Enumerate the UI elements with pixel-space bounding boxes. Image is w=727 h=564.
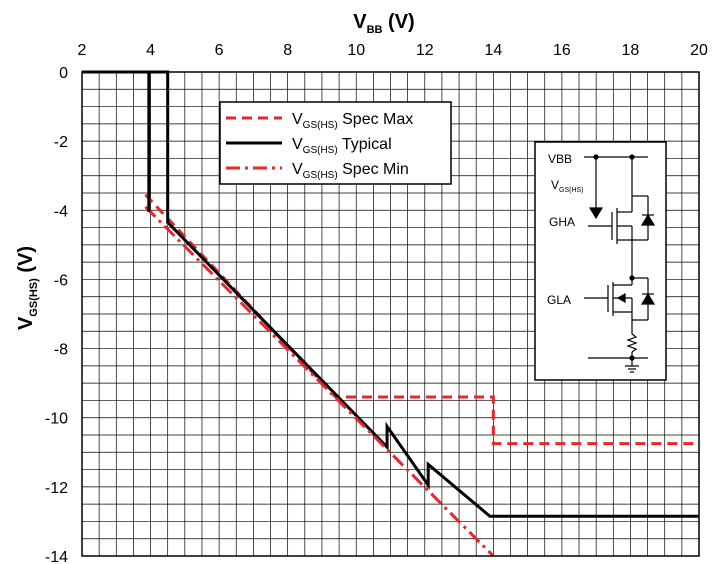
series-line-spec-min [144,205,495,558]
y-tick-label: -4 [54,203,68,220]
y-axis-title-unit: (V) [15,246,37,278]
inset-circuit-drawing [584,154,656,373]
x-tick-labels: 2 4 6 8 10 12 14 16 18 20 [78,42,708,59]
x-tick-label: 14 [484,42,502,59]
y-tick-label: -6 [54,272,68,289]
legend-label-typical: VGS(HS) Typical [292,136,392,156]
y-tick-label: -8 [54,342,68,359]
x-tick-label: 6 [215,42,224,59]
inset-schematic: VBB VGS(HS) GHA GLA [534,141,667,381]
y-axis-title: VGS(HS) (V) [15,246,40,330]
y-axis-title-main: V [15,316,37,330]
x-tick-label: 16 [553,42,571,59]
legend-label-spec-min: VGS(HS) Spec Min [292,161,409,181]
legend: VGS(HS) Spec Max VGS(HS) Typical VGS(HS)… [219,101,452,185]
inset-vgs-label: VGS(HS) [551,178,584,194]
x-tick-label: 12 [416,42,434,59]
x-axis-title-main: V [353,11,367,33]
y-tick-label: 0 [59,65,68,82]
x-tick-label: 4 [146,42,155,59]
y-tick-label: -12 [45,480,68,497]
inset-gha-label: GHA [549,215,575,229]
y-tick-label: -10 [45,411,68,428]
x-tick-label: 10 [347,42,365,59]
plot-frame [81,71,700,557]
x-axis-title-sub: BB [367,24,383,36]
series-line-typical [82,70,699,518]
y-tick-label: -2 [54,134,68,151]
inset-gla-label: GLA [547,293,571,307]
x-tick-label: 8 [283,42,292,59]
series-layer [82,70,699,558]
y-axis-title-sub: GS(HS) [28,278,40,317]
y-tick-label: -14 [45,549,68,564]
legend-label-spec-max: VGS(HS) Spec Max [292,111,413,131]
x-axis-title: VBB (V) [353,11,414,36]
x-tick-label: 20 [690,42,708,59]
x-tick-label: 18 [622,42,640,59]
inset-box [534,141,667,381]
x-axis-title-unit: (V) [383,11,415,33]
inset-vbb-label: VBB [548,152,572,166]
x-tick-label: 2 [78,42,87,59]
y-tick-labels: 0 -2 -4 -6 -8 -10 -12 -14 [45,65,68,564]
